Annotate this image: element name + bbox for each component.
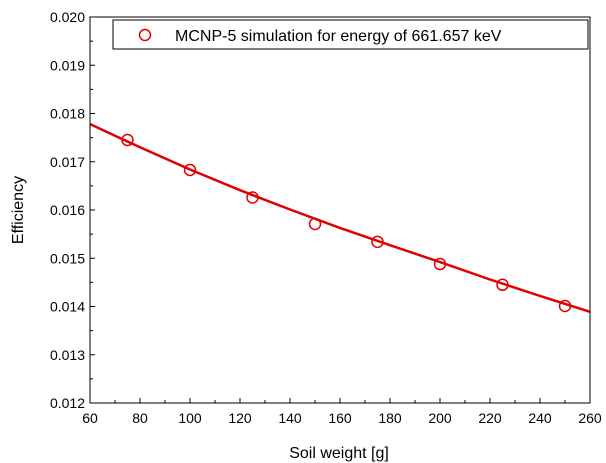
legend-label: MCNP-5 simulation for energy of 661.657 … — [175, 28, 502, 45]
y-tick-label: 0.013 — [50, 347, 85, 363]
y-tick-label: 0.017 — [50, 154, 85, 170]
y-tick-label: 0.012 — [50, 395, 85, 411]
x-tick-label: 80 — [132, 410, 148, 426]
x-tick-label: 220 — [478, 410, 502, 426]
y-tick-label: 0.015 — [50, 250, 85, 266]
x-tick-label: 60 — [82, 410, 98, 426]
fit-curve-line — [89, 122, 591, 313]
x-tick-label: 260 — [578, 410, 602, 426]
data-point — [246, 191, 259, 204]
x-tick-label: 240 — [528, 410, 552, 426]
x-tick-label: 120 — [228, 410, 252, 426]
plot-content — [89, 122, 591, 313]
x-tick-label: 100 — [178, 410, 202, 426]
y-axis-label: Efficiency — [10, 176, 27, 244]
data-point — [496, 278, 509, 292]
x-tick-label: 180 — [378, 410, 402, 426]
x-axis-label: Soil weight [g] — [289, 445, 389, 462]
data-point — [183, 163, 197, 177]
y-tick-label: 0.020 — [50, 9, 85, 25]
y-tick-label: 0.016 — [50, 202, 85, 218]
x-tick-label: 160 — [328, 410, 352, 426]
data-point — [558, 299, 572, 313]
legend-box — [112, 19, 589, 50]
data-point — [371, 235, 384, 249]
plot-frame — [89, 16, 591, 404]
y-tick-label: 0.014 — [50, 299, 85, 315]
data-point — [121, 133, 134, 147]
y-axis-ticks: 0.012 0.013 0.014 0.015 0.016 0.017 0.018 0.019… — [50, 9, 95, 411]
y-tick-label: 0.019 — [50, 57, 85, 73]
x-tick-label: 200 — [428, 410, 452, 426]
legend: MCNP-5 simulation for energy of 661.657 … — [112, 19, 589, 50]
data-point — [433, 257, 447, 271]
x-axis-ticks: 60 80 100 120 140 160 180 200 220 240 260 — [82, 398, 602, 426]
y-tick-label: 0.018 — [50, 106, 85, 122]
x-tick-label: 140 — [278, 410, 302, 426]
legend-marker-icon — [138, 28, 152, 42]
data-point — [308, 217, 322, 231]
